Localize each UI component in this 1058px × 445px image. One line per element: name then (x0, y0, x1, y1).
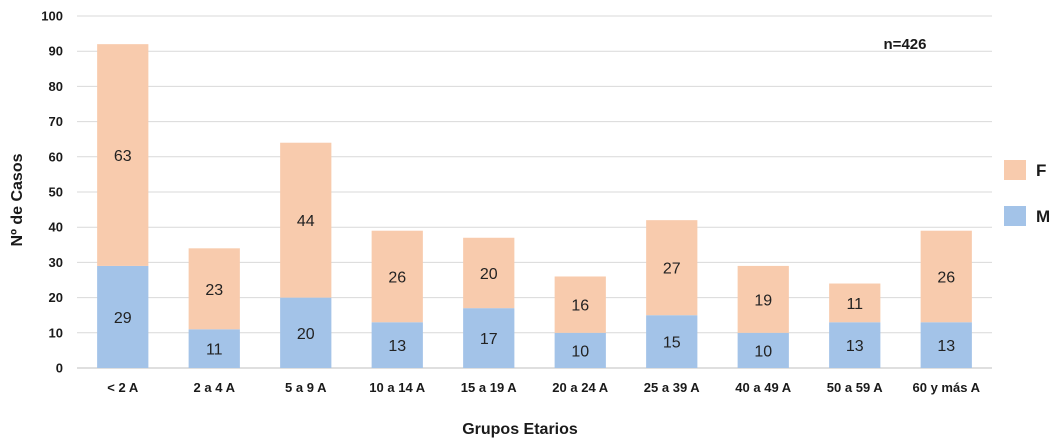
y-tick-label: 20 (49, 290, 63, 305)
bar-F (97, 44, 149, 266)
y-tick-label: 90 (49, 44, 63, 59)
y-tick-label: 60 (49, 149, 63, 164)
y-tick-label: 40 (49, 220, 63, 235)
data-label: 10 (754, 343, 772, 360)
data-label: 13 (937, 338, 955, 355)
y-tick-label: 100 (41, 9, 63, 24)
sample-size-annotation: n=426 (884, 36, 927, 53)
y-tick-label: 80 (49, 79, 63, 94)
y-tick-label: 30 (49, 255, 63, 270)
legend-swatch-F (1004, 160, 1026, 180)
y-axis-label: Nº de Casos (9, 153, 26, 246)
data-label: 20 (297, 326, 315, 343)
y-tick-label: 10 (49, 325, 63, 340)
legend-label-M: M (1036, 207, 1050, 226)
data-label: 13 (846, 338, 864, 355)
data-label: 29 (114, 310, 132, 327)
x-axis-ticks: < 2 A 2 a 4 A 5 a 9 A 10 a 14 A 15 a 19 A 20 … (107, 380, 980, 395)
x-tick-label: < 2 A (107, 380, 139, 395)
x-tick-label: 25 a 39 A (644, 380, 701, 395)
data-label: 11 (206, 342, 223, 359)
data-label: 17 (480, 331, 498, 348)
data-label: 27 (663, 261, 681, 278)
x-tick-label: 5 a 9 A (285, 380, 327, 395)
bar-M (920, 322, 972, 368)
data-label: 16 (571, 298, 589, 315)
bar-F (280, 142, 332, 298)
bar-M (737, 332, 789, 368)
bar-M (371, 322, 423, 368)
y-tick-label: 50 (49, 185, 63, 200)
bar-M (554, 332, 606, 368)
data-label: 63 (114, 148, 132, 165)
x-tick-label: 50 a 59 A (827, 380, 884, 395)
bar-M (188, 329, 240, 368)
bars: 29 63 11 23 20 44 13 26 17 20 10 16 15 27 10 19 13 11 13 26 (97, 44, 972, 368)
data-label: 26 (388, 269, 406, 286)
y-tick-label: 70 (49, 114, 63, 129)
bar-F (554, 276, 606, 333)
data-label: 23 (205, 282, 223, 299)
data-label: 19 (754, 292, 772, 309)
x-tick-label: 40 a 49 A (735, 380, 792, 395)
x-tick-label: 20 a 24 A (552, 380, 609, 395)
bar-F (920, 230, 972, 323)
x-axis-label: Grupos Etarios (462, 421, 578, 438)
bar-F (463, 237, 515, 309)
legend-swatch-M (1004, 206, 1026, 226)
x-tick-label: 60 y más A (913, 380, 981, 395)
data-label: 44 (297, 213, 315, 230)
bar-F (737, 265, 789, 333)
legend-label-F: F (1036, 161, 1046, 180)
data-label: 11 (846, 296, 863, 313)
data-label: 15 (663, 335, 681, 352)
bar-M (97, 265, 149, 368)
bar-F (188, 248, 240, 330)
x-tick-label: 2 a 4 A (194, 380, 236, 395)
data-label: 10 (571, 343, 589, 360)
bar-M (646, 315, 698, 368)
y-axis-ticks: 0 10 20 30 40 50 60 70 80 90 100 (41, 9, 63, 376)
data-label: 26 (937, 269, 955, 286)
bar-M (829, 322, 881, 368)
bar-F (646, 220, 698, 316)
bar-F (371, 230, 423, 323)
x-tick-label: 10 a 14 A (369, 380, 426, 395)
bar-M (280, 297, 332, 368)
data-label: 13 (388, 338, 406, 355)
data-label: 20 (480, 266, 498, 283)
x-tick-label: 15 a 19 A (461, 380, 518, 395)
legend: FM (1004, 160, 1050, 226)
y-tick-label: 0 (56, 361, 63, 376)
bar-F (829, 283, 881, 323)
bar-M (463, 308, 515, 368)
